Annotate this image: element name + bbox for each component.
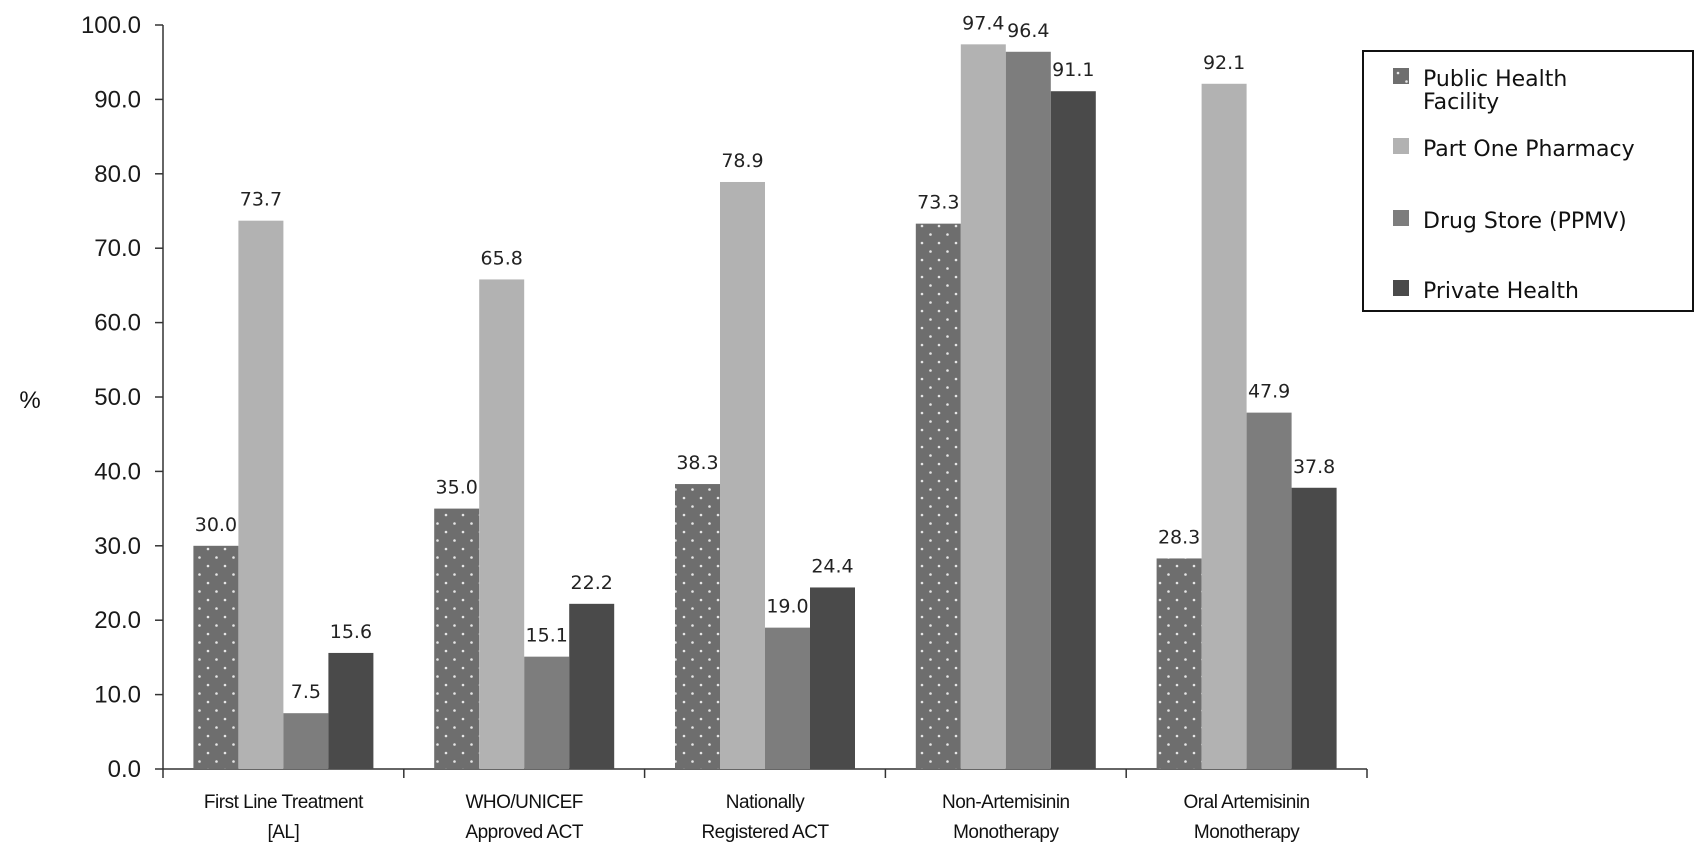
x-category-label: Nationally bbox=[726, 792, 805, 813]
data-label: 22.2 bbox=[571, 572, 613, 594]
legend-label: Facility bbox=[1423, 90, 1499, 115]
bar bbox=[810, 587, 855, 769]
y-tick-label: 100.0 bbox=[81, 12, 141, 39]
bar bbox=[675, 484, 720, 769]
y-tick-label: 60.0 bbox=[94, 310, 141, 337]
data-label: 28.3 bbox=[1158, 526, 1200, 548]
bar bbox=[193, 545, 239, 769]
x-category-label: WHO/UNICEF bbox=[465, 792, 582, 813]
y-tick-label: 30.0 bbox=[94, 533, 141, 560]
bar bbox=[328, 652, 374, 769]
x-category-label: Non-Artemisinin bbox=[942, 792, 1070, 813]
bar bbox=[434, 508, 480, 769]
legend-swatch bbox=[1393, 210, 1409, 226]
data-label: 35.0 bbox=[436, 477, 478, 499]
bar bbox=[765, 627, 810, 769]
bar bbox=[1201, 83, 1247, 769]
x-category-label: Monotherapy bbox=[1194, 822, 1300, 843]
legend-label: Part One Pharmacy bbox=[1423, 137, 1635, 162]
bar bbox=[915, 223, 961, 769]
bar bbox=[720, 181, 765, 769]
data-label: 73.3 bbox=[917, 192, 959, 214]
y-tick-label: 80.0 bbox=[94, 161, 141, 188]
bar bbox=[569, 603, 615, 769]
data-label: 96.4 bbox=[1007, 20, 1049, 42]
legend-swatch bbox=[1393, 68, 1409, 84]
bar bbox=[479, 279, 525, 769]
data-label: 7.5 bbox=[291, 681, 321, 703]
data-label: 92.1 bbox=[1203, 52, 1245, 74]
data-label: 97.4 bbox=[962, 12, 1004, 34]
data-label: 24.4 bbox=[811, 555, 853, 577]
y-axis-label: % bbox=[19, 387, 40, 414]
data-labels: 30.0 73.7 7.5 15.6 35.0 65.8 15.1 22.2 38.3 78.9 1… bbox=[195, 12, 1336, 703]
bar bbox=[238, 220, 284, 769]
data-label: 78.9 bbox=[721, 150, 763, 172]
y-tick-label: 10.0 bbox=[94, 682, 141, 709]
x-category-label: Approved ACT bbox=[465, 822, 583, 843]
data-label: 30.0 bbox=[195, 514, 237, 536]
y-tick-label: 50.0 bbox=[94, 384, 141, 411]
data-label: 15.1 bbox=[526, 625, 568, 647]
legend-label: Drug Store (PPMV) bbox=[1423, 209, 1627, 234]
legend-swatch bbox=[1393, 138, 1409, 154]
y-tick-label: 0.0 bbox=[108, 756, 141, 783]
data-label: 37.8 bbox=[1293, 456, 1335, 478]
legend-swatch bbox=[1393, 280, 1409, 296]
x-category-label: [AL] bbox=[267, 822, 299, 843]
y-tick-label: 70.0 bbox=[94, 235, 141, 262]
data-label: 91.1 bbox=[1052, 59, 1094, 81]
legend-label: Private Health bbox=[1423, 279, 1579, 304]
y-tick-label: 20.0 bbox=[94, 607, 141, 634]
bars bbox=[193, 44, 1337, 770]
y-tick-label: 90.0 bbox=[94, 86, 141, 113]
bar bbox=[1246, 412, 1292, 769]
bar bbox=[960, 44, 1006, 770]
x-category-label: Oral Artemisinin bbox=[1184, 792, 1310, 813]
legend-box bbox=[1362, 50, 1694, 312]
x-category-label: Monotherapy bbox=[953, 822, 1059, 843]
y-tick-label: 40.0 bbox=[94, 458, 141, 485]
data-label: 73.7 bbox=[240, 189, 282, 211]
bar bbox=[524, 656, 570, 769]
legend-label: Public Health bbox=[1423, 67, 1567, 92]
x-category-label: First Line Treatment bbox=[204, 792, 364, 813]
data-label: 65.8 bbox=[481, 247, 523, 269]
data-label: 19.0 bbox=[766, 596, 808, 618]
bar bbox=[1291, 487, 1337, 769]
x-category-label: Registered ACT bbox=[701, 822, 829, 843]
data-label: 47.9 bbox=[1248, 381, 1290, 403]
data-label: 38.3 bbox=[676, 452, 718, 474]
bar bbox=[1156, 558, 1202, 769]
bar bbox=[1050, 91, 1096, 769]
bar bbox=[1005, 51, 1051, 770]
data-label: 15.6 bbox=[330, 621, 372, 643]
bar bbox=[283, 713, 329, 769]
